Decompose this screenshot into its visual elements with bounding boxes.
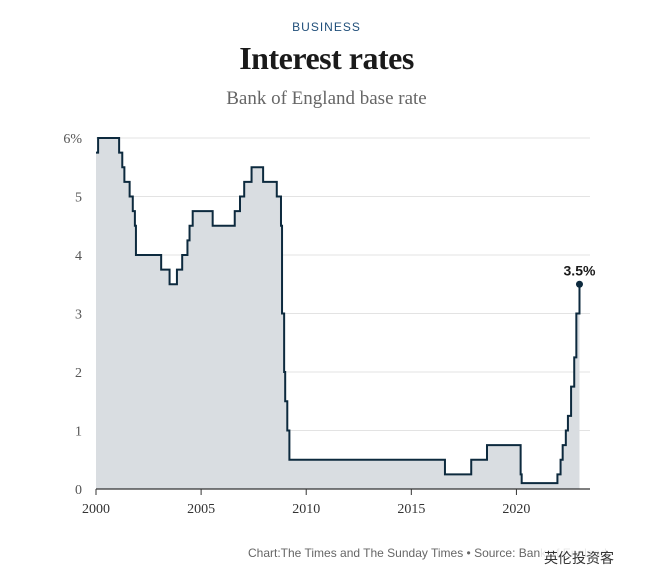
y-tick-label: 3 [75, 308, 82, 323]
watermark-text: 英伦投资客 [540, 548, 618, 568]
y-tick-label: 6% [63, 132, 82, 147]
y-axis-labels: 0 1 2 3 4 5 6% [63, 132, 82, 498]
y-tick-label: 5 [75, 191, 82, 206]
end-point-marker [575, 280, 583, 288]
annotations: 3.5% [564, 262, 596, 288]
x-tick-label: 2005 [187, 502, 215, 517]
rate-series-line [96, 137, 581, 485]
y-tick-label: 2 [75, 366, 82, 381]
x-tick-label: 2020 [502, 502, 530, 517]
end-value-label: 3.5% [564, 262, 596, 278]
section-kicker: BUSINESS [292, 20, 361, 34]
y-tick-label: 4 [75, 249, 82, 264]
source-credit: Chart:The Times and The Sunday Times • S… [248, 546, 607, 560]
chart-title: Interest rates [239, 40, 414, 76]
y-tick-label: 1 [75, 425, 82, 440]
y-tick-label: 0 [75, 483, 82, 498]
x-tick-label: 2010 [292, 502, 320, 517]
x-tick-label: 2015 [397, 502, 425, 517]
x-tick-label: 2000 [82, 502, 110, 517]
x-axis-ticks: 2000 2005 2010 2015 2020 [82, 489, 530, 517]
chart-subtitle: Bank of England base rate [226, 88, 427, 109]
